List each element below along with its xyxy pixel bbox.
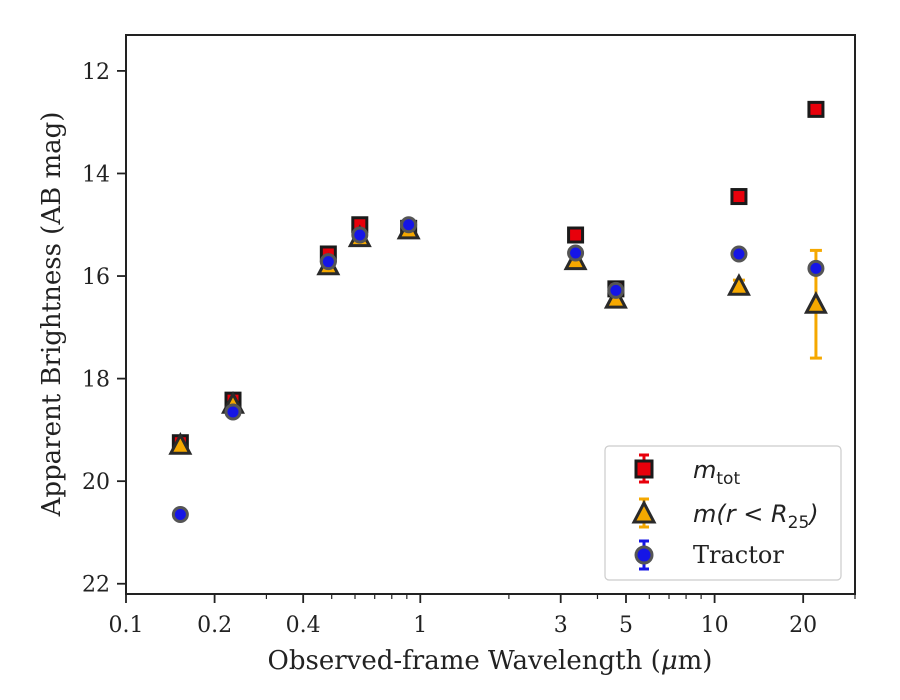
axis-ticks: 0.1 0.2 0.4 1 3 5 10 20 12 14 16 18 20 22 bbox=[82, 60, 856, 638]
data-point-tractor bbox=[567, 244, 585, 262]
data-point-tractor bbox=[171, 506, 189, 524]
y-tick-label: 18 bbox=[82, 368, 110, 393]
x-tick-label: 20 bbox=[789, 613, 817, 638]
data-point-tractor bbox=[607, 281, 625, 299]
data-point-mtot bbox=[567, 226, 585, 244]
svg-text:mtot: mtot bbox=[693, 456, 740, 489]
y-tick-label: 14 bbox=[82, 162, 110, 187]
y-axis-label: Apparent Brightness (AB mag) bbox=[37, 112, 67, 518]
legend-marker-triangle bbox=[631, 499, 657, 524]
y-tick-label: 20 bbox=[82, 470, 110, 495]
x-tick-label: 0.1 bbox=[109, 613, 144, 638]
legend-label-m-r25: m(r < R bbox=[693, 500, 788, 528]
legend-label-tractor: Tractor bbox=[693, 541, 784, 569]
legend-entry-m-r25: m(r < R25) bbox=[631, 497, 819, 533]
data-point-tractor bbox=[319, 253, 337, 271]
plot-frame bbox=[125, 34, 856, 595]
data-point-tractor bbox=[807, 259, 825, 277]
legend-marker-square bbox=[634, 459, 654, 479]
x-tick-label: 1 bbox=[413, 613, 427, 638]
legend-entry-tractor: Tractor bbox=[634, 539, 784, 571]
data-point-tractor bbox=[400, 216, 418, 234]
legend-entry-mtot: mtot bbox=[634, 453, 740, 489]
x-axis-label: Observed-frame Wavelength (μm) bbox=[268, 646, 713, 676]
chart-marks bbox=[168, 100, 828, 524]
x-tick-label: 5 bbox=[619, 613, 633, 638]
x-tick-label: 0.4 bbox=[286, 613, 321, 638]
y-tick-label: 12 bbox=[82, 60, 110, 85]
x-tick-label: 3 bbox=[554, 613, 568, 638]
data-point-m_r25 bbox=[726, 273, 751, 296]
legend-box bbox=[604, 445, 842, 581]
x-tick-label: 10 bbox=[701, 613, 729, 638]
y-tick-label: 16 bbox=[82, 265, 110, 290]
data-point-tractor bbox=[224, 403, 242, 421]
data-point-m_r25 bbox=[803, 291, 828, 314]
x-tick-label: 0.2 bbox=[197, 613, 232, 638]
legend-marker-circle bbox=[634, 545, 654, 565]
data-point-tractor bbox=[351, 226, 369, 244]
legend-label-mtot: m bbox=[693, 456, 716, 484]
svg-text:m(r < R25): m(r < R25) bbox=[693, 500, 819, 533]
data-point-mtot bbox=[730, 188, 748, 206]
legend: mtot m(r < R25) Tractor bbox=[604, 445, 842, 581]
y-tick-label: 22 bbox=[82, 573, 110, 598]
data-point-m_r25 bbox=[168, 432, 193, 455]
data-point-tractor bbox=[730, 245, 748, 263]
data-point-mtot bbox=[807, 100, 825, 118]
